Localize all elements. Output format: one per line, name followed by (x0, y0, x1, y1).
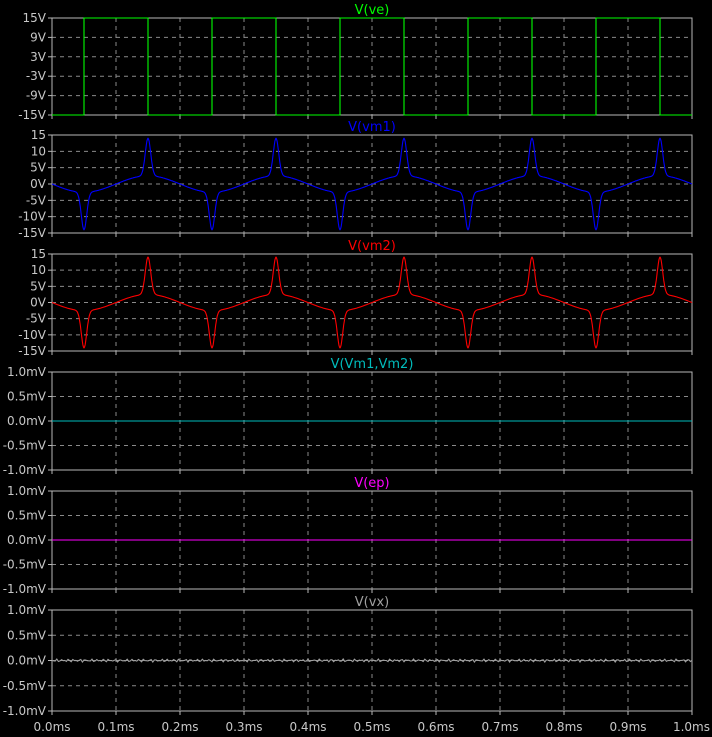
panel-title-vm1_vm2: V(Vm1,Vm2) (331, 357, 414, 372)
x-tick-label: 0.9ms (609, 720, 646, 734)
panel-title-ve: V(ve) (355, 3, 390, 18)
x-tick-label: 0.5ms (353, 720, 390, 734)
y-tick-label: 10 (31, 144, 46, 158)
y-tick-label: 0V (30, 296, 47, 310)
y-tick-label: -0.5mV (3, 558, 47, 572)
y-tick-label: -10V (18, 328, 47, 342)
y-tick-label: 10 (31, 263, 46, 277)
y-tick-label: 0.0mV (7, 414, 47, 428)
y-tick-label: -1.0mV (3, 582, 47, 596)
y-tick-label: 0.0mV (7, 654, 47, 668)
panel-title-vx: V(vx) (355, 595, 389, 610)
y-tick-label: -1.0mV (3, 463, 47, 477)
y-tick-label: -15V (18, 344, 47, 358)
panel-title-vm2: V(vm2) (348, 239, 396, 254)
x-tick-label: 0.0ms (33, 720, 70, 734)
y-tick-label: -15V (18, 226, 47, 240)
y-tick-label: 0.0mV (7, 533, 47, 547)
y-tick-label: -3V (26, 69, 47, 83)
y-tick-label: 3V (30, 50, 47, 64)
x-tick-label: 0.8ms (545, 720, 582, 734)
x-tick-label: 0.2ms (161, 720, 198, 734)
y-tick-label: 0.5mV (7, 628, 47, 642)
y-tick-label: 0V (30, 177, 47, 191)
panel-title-ep: V(ep) (354, 476, 389, 491)
x-tick-label: 0.1ms (97, 720, 134, 734)
x-tick-label: 0.3ms (225, 720, 262, 734)
y-tick-label: 1.0mV (7, 365, 47, 379)
y-tick-label: -9V (26, 89, 47, 103)
y-tick-label: -0.5mV (3, 679, 47, 693)
x-tick-label: 1.0ms (673, 720, 710, 734)
y-tick-label: 0.5mV (7, 390, 47, 404)
y-tick-label: 1.0mV (7, 603, 47, 617)
x-tick-label: 0.6ms (417, 720, 454, 734)
x-tick-label: 0.4ms (289, 720, 326, 734)
x-tick-label: 0.7ms (481, 720, 518, 734)
trace-vx (51, 658, 693, 663)
trace-vm2 (51, 256, 693, 349)
y-tick-label: 0.5mV (7, 509, 47, 523)
y-tick-label: -5V (26, 312, 47, 326)
y-tick-label: -1.0mV (3, 704, 47, 718)
y-tick-label: 5V (30, 279, 47, 293)
y-tick-label: 15V (23, 11, 47, 25)
y-tick-label: 1.0mV (7, 484, 47, 498)
panel-title-vm1: V(vm1) (348, 120, 396, 135)
y-tick-label: 9V (30, 30, 47, 44)
y-tick-label: -5V (26, 193, 47, 207)
y-tick-label: -0.5mV (3, 439, 47, 453)
y-tick-label: -15V (18, 108, 47, 122)
trace-vm1 (51, 137, 693, 231)
trace-ve (52, 17, 692, 116)
y-tick-label: 5V (30, 161, 47, 175)
y-tick-label: 15 (31, 128, 46, 142)
y-tick-label: -10V (18, 210, 47, 224)
y-tick-label: 15 (31, 247, 46, 261)
